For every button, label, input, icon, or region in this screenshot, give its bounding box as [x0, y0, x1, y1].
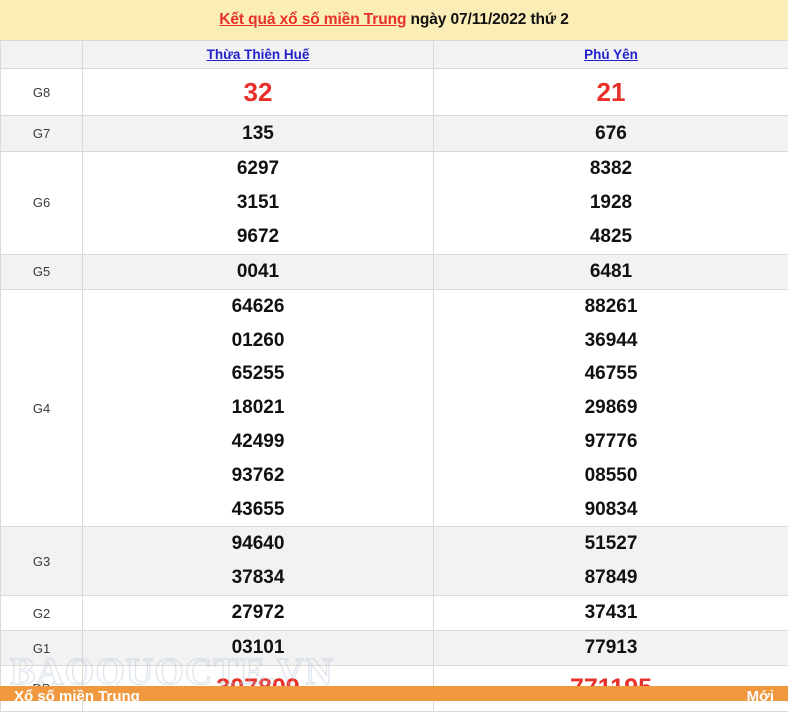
prize-label-cell: G8 [1, 69, 83, 116]
prize-number: 3151 [83, 186, 433, 220]
page-title-date: ngày 07/11/2022 thứ 2 [406, 11, 568, 28]
prize-label-cell: G3 [1, 527, 83, 596]
prize-number: 64626 [83, 290, 433, 324]
number-stack: 03101 [83, 631, 433, 665]
prize-label-cell: G1 [1, 631, 83, 666]
prize-number: 21 [434, 69, 788, 115]
number-stack: 135 [83, 117, 433, 151]
prize-numbers-cell: 77913 [434, 631, 788, 666]
prize-numbers-cell: 6481 [434, 254, 788, 289]
bottom-bar-left-label[interactable]: Xổ số miền Trung [14, 688, 140, 701]
prize-label-cell: G7 [1, 116, 83, 152]
number-stack: 77913 [434, 631, 788, 665]
prize-number: 37431 [434, 596, 788, 630]
prize-number: 08550 [434, 459, 788, 493]
prize-number: 135 [83, 117, 433, 151]
column-header-province-1: Thừa Thiên Huế [83, 41, 434, 69]
column-header-province-2: Phú Yên [434, 41, 788, 69]
prize-number: 43655 [83, 493, 433, 527]
prize-label-cell: G2 [1, 596, 83, 631]
province-1-link[interactable]: Thừa Thiên Huế [207, 47, 310, 62]
prize-number: 03101 [83, 631, 433, 665]
prize-number: 93762 [83, 459, 433, 493]
prize-numbers-cell: 37431 [434, 596, 788, 631]
prize-number: 65255 [83, 357, 433, 391]
prize-number: 27972 [83, 596, 433, 630]
prize-number: 87849 [434, 561, 788, 595]
number-stack: 6481 [434, 255, 788, 289]
prize-number: 94640 [83, 527, 433, 561]
prize-number: 36944 [434, 324, 788, 358]
prize-numbers-cell: 21 [434, 69, 788, 116]
prize-numbers-cell: 27972 [83, 596, 434, 631]
number-stack: 21 [434, 69, 788, 115]
prize-numbers-cell: 135 [83, 116, 434, 152]
number-stack: 676 [434, 117, 788, 151]
prize-number: 01260 [83, 324, 433, 358]
number-stack: 27972 [83, 596, 433, 630]
prize-number: 4825 [434, 220, 788, 254]
prize-label-cell: G4 [1, 289, 83, 527]
prize-number: 6297 [83, 152, 433, 186]
prize-number: 1928 [434, 186, 788, 220]
page-title-link[interactable]: Kết quả xổ số miền Trung [219, 11, 406, 28]
prize-number: 8382 [434, 152, 788, 186]
prize-label-cell: G5 [1, 254, 83, 289]
prize-number: 6481 [434, 255, 788, 289]
prize-number: 9672 [83, 220, 433, 254]
prize-label-cell: G6 [1, 152, 83, 254]
prize-number: 0041 [83, 255, 433, 289]
prize-number: 32 [83, 69, 433, 115]
page-title-banner: Kết quả xổ số miền Trung ngày 07/11/2022… [0, 0, 788, 40]
number-stack: 32 [83, 69, 433, 115]
table-corner-cell [1, 41, 83, 69]
prize-numbers-cell: 0041 [83, 254, 434, 289]
number-stack: 0041 [83, 255, 433, 289]
prize-number: 42499 [83, 425, 433, 459]
province-2-link[interactable]: Phú Yên [584, 47, 638, 62]
prize-number: 97776 [434, 425, 788, 459]
prize-numbers-cell: 32 [83, 69, 434, 116]
prize-number: 18021 [83, 391, 433, 425]
bottom-orange-bar: Xổ số miền Trung Mới [0, 686, 788, 701]
prize-number: 676 [434, 117, 788, 151]
bottom-bar-right-label[interactable]: Mới [747, 688, 774, 701]
page-title: Kết quả xổ số miền Trung ngày 07/11/2022… [219, 11, 568, 29]
prize-number: 29869 [434, 391, 788, 425]
prize-numbers-cell: 676 [434, 116, 788, 152]
number-stack: 37431 [434, 596, 788, 630]
prize-number: 51527 [434, 527, 788, 561]
prize-number: 46755 [434, 357, 788, 391]
prize-numbers-cell: 03101 [83, 631, 434, 666]
prize-number: 77913 [434, 631, 788, 665]
prize-number: 37834 [83, 561, 433, 595]
prize-number: 88261 [434, 290, 788, 324]
prize-number: 90834 [434, 493, 788, 527]
table-header-row: Thừa Thiên Huế Phú Yên [1, 41, 788, 69]
